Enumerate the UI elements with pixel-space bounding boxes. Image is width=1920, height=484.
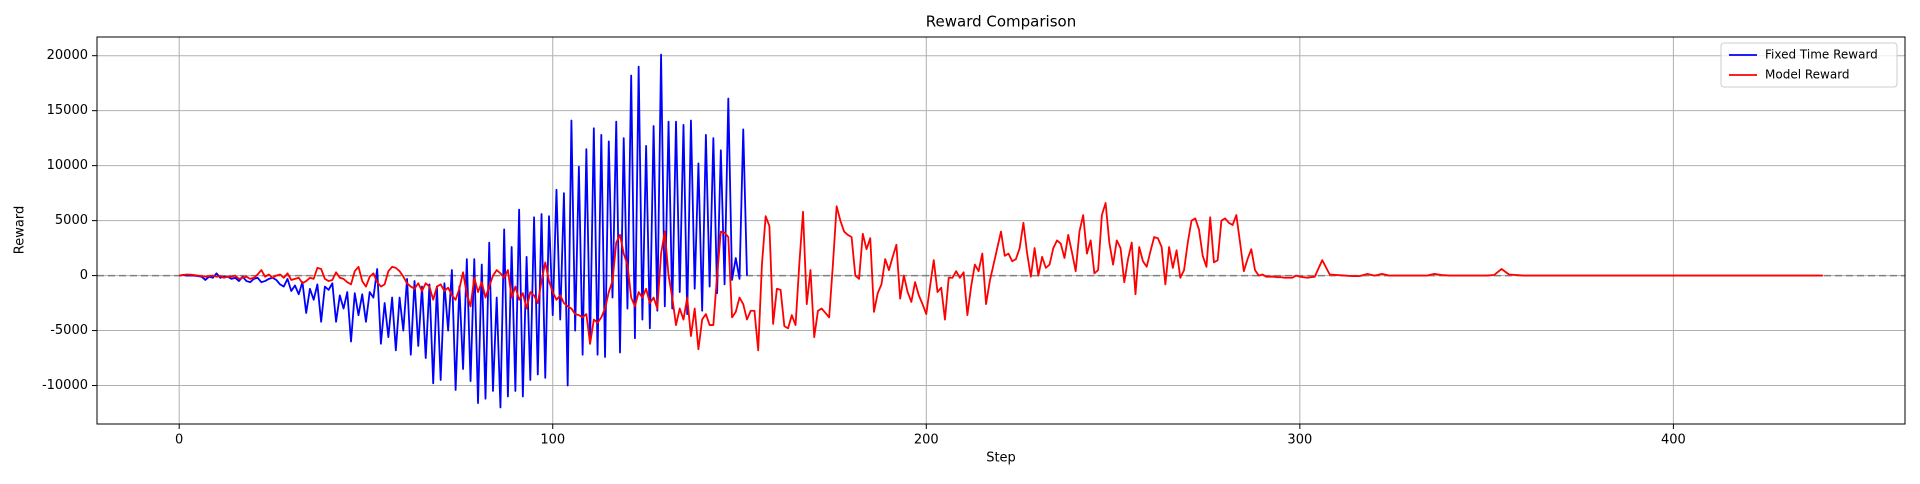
y-axis-label: Reward: [13, 206, 28, 254]
x-tick-label: 0: [175, 433, 183, 448]
legend-label: Fixed Time Reward: [1765, 48, 1878, 62]
series-line: [179, 202, 1823, 352]
x-tick-label: 200: [914, 433, 939, 448]
y-tick-label: 10000: [47, 158, 88, 173]
series-line: [179, 53, 748, 409]
y-tick-label: 15000: [47, 103, 88, 118]
x-tick-label: 400: [1661, 433, 1686, 448]
legend: Fixed Time Reward Model Reward: [1720, 42, 1898, 88]
x-tick-label: 300: [1287, 433, 1312, 448]
y-tick-label: 20000: [47, 48, 88, 63]
y-tick-label: 0: [80, 268, 88, 283]
x-axis-label: Step: [986, 451, 1016, 466]
legend-box: [1720, 42, 1898, 88]
x-tick-label: 100: [540, 433, 565, 448]
legend-label: Model Reward: [1765, 68, 1850, 82]
y-tick-label: -10000: [42, 378, 88, 393]
plot-frame: [96, 36, 1906, 425]
y-tick-label: -5000: [50, 323, 88, 338]
y-tick-label: 5000: [55, 213, 88, 228]
chart-title: Reward Comparison: [926, 13, 1076, 31]
